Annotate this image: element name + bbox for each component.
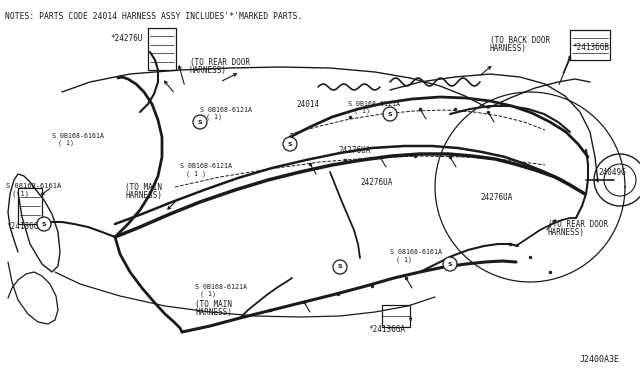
Text: ( 1): ( 1) <box>396 257 412 263</box>
Text: 24049G: 24049G <box>598 167 626 176</box>
Text: J2400A3E: J2400A3E <box>580 355 620 364</box>
Text: S 0B168-6121A: S 0B168-6121A <box>195 284 247 290</box>
Text: HARNESS): HARNESS) <box>125 190 162 199</box>
Text: S: S <box>338 264 342 269</box>
Bar <box>570 30 610 60</box>
Circle shape <box>333 260 347 274</box>
Circle shape <box>193 115 207 129</box>
Text: 24276UA: 24276UA <box>360 177 392 186</box>
Text: *24136G: *24136G <box>6 221 38 231</box>
Circle shape <box>283 137 297 151</box>
Text: (TO BACK DOOR: (TO BACK DOOR <box>490 35 550 45</box>
Text: S: S <box>388 112 392 116</box>
Text: HARNESS): HARNESS) <box>490 44 527 52</box>
Text: S 0B168-6121A: S 0B168-6121A <box>200 107 252 113</box>
Text: (TO MAIN: (TO MAIN <box>195 299 232 308</box>
Text: *24276U: *24276U <box>110 33 142 42</box>
Text: S: S <box>42 221 46 227</box>
Text: *24136GB: *24136GB <box>572 42 609 51</box>
Circle shape <box>443 257 457 271</box>
Text: S: S <box>448 262 452 266</box>
Text: ( 1): ( 1) <box>354 108 370 114</box>
Text: ( 1 ): ( 1 ) <box>186 171 206 177</box>
Circle shape <box>37 217 51 231</box>
Text: 24276UA: 24276UA <box>338 145 371 154</box>
Text: (TO REAR DOOR: (TO REAR DOOR <box>548 219 608 228</box>
Text: 24014: 24014 <box>296 99 319 109</box>
Text: 24276UA: 24276UA <box>480 192 513 202</box>
Text: HARNESS): HARNESS) <box>195 308 232 317</box>
Text: (TO REAR DOOR: (TO REAR DOOR <box>190 58 250 67</box>
Text: ( 1): ( 1) <box>206 114 222 120</box>
Text: S 0B168-6121A: S 0B168-6121A <box>180 163 232 169</box>
Text: ( 1): ( 1) <box>58 140 74 146</box>
Bar <box>382 305 410 327</box>
Text: ( 1): ( 1) <box>12 191 29 197</box>
Bar <box>18 188 42 224</box>
Text: S 0B168-6121A: S 0B168-6121A <box>348 101 400 107</box>
Text: *24136GA: *24136GA <box>368 326 405 334</box>
Text: S 08168-6161A: S 08168-6161A <box>6 183 61 189</box>
Bar <box>148 28 176 70</box>
Text: (TO MAIN: (TO MAIN <box>125 183 162 192</box>
Text: S 08168-6161A: S 08168-6161A <box>390 249 442 255</box>
Circle shape <box>383 107 397 121</box>
Text: S: S <box>198 119 202 125</box>
Text: S: S <box>288 141 292 147</box>
Text: HARNESS): HARNESS) <box>548 228 585 237</box>
Text: NOTES: PARTS CODE 24014 HARNESS ASSY INCLUDES'*'MARKED PARTS.: NOTES: PARTS CODE 24014 HARNESS ASSY INC… <box>5 12 302 21</box>
Text: S 0B168-6161A: S 0B168-6161A <box>52 133 104 139</box>
Text: ( 1): ( 1) <box>200 291 216 297</box>
Text: HARNESS): HARNESS) <box>190 65 227 74</box>
